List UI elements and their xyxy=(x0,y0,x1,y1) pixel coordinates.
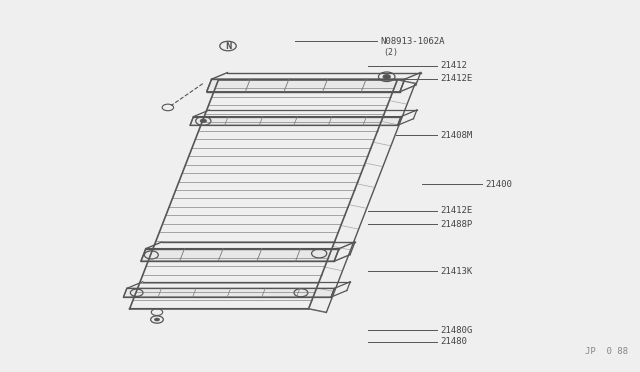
Polygon shape xyxy=(141,248,339,261)
Text: 21488P: 21488P xyxy=(440,219,473,229)
Text: 21412E: 21412E xyxy=(440,206,473,215)
Polygon shape xyxy=(190,116,401,125)
Circle shape xyxy=(383,74,390,79)
Text: 21480G: 21480G xyxy=(440,326,473,334)
Polygon shape xyxy=(207,79,404,92)
Polygon shape xyxy=(124,288,334,297)
Text: N: N xyxy=(225,42,231,51)
Text: 21412: 21412 xyxy=(440,61,467,70)
Text: JP  0 88: JP 0 88 xyxy=(585,347,628,356)
Text: N08913-1062A: N08913-1062A xyxy=(380,37,445,46)
Text: 21480: 21480 xyxy=(440,337,467,346)
Circle shape xyxy=(154,318,159,321)
Text: 21413K: 21413K xyxy=(440,266,473,276)
Circle shape xyxy=(200,119,207,123)
Text: 21408M: 21408M xyxy=(440,131,473,140)
Text: 21400: 21400 xyxy=(485,180,512,189)
Text: 21412E: 21412E xyxy=(440,74,473,83)
Text: (2): (2) xyxy=(383,48,399,57)
